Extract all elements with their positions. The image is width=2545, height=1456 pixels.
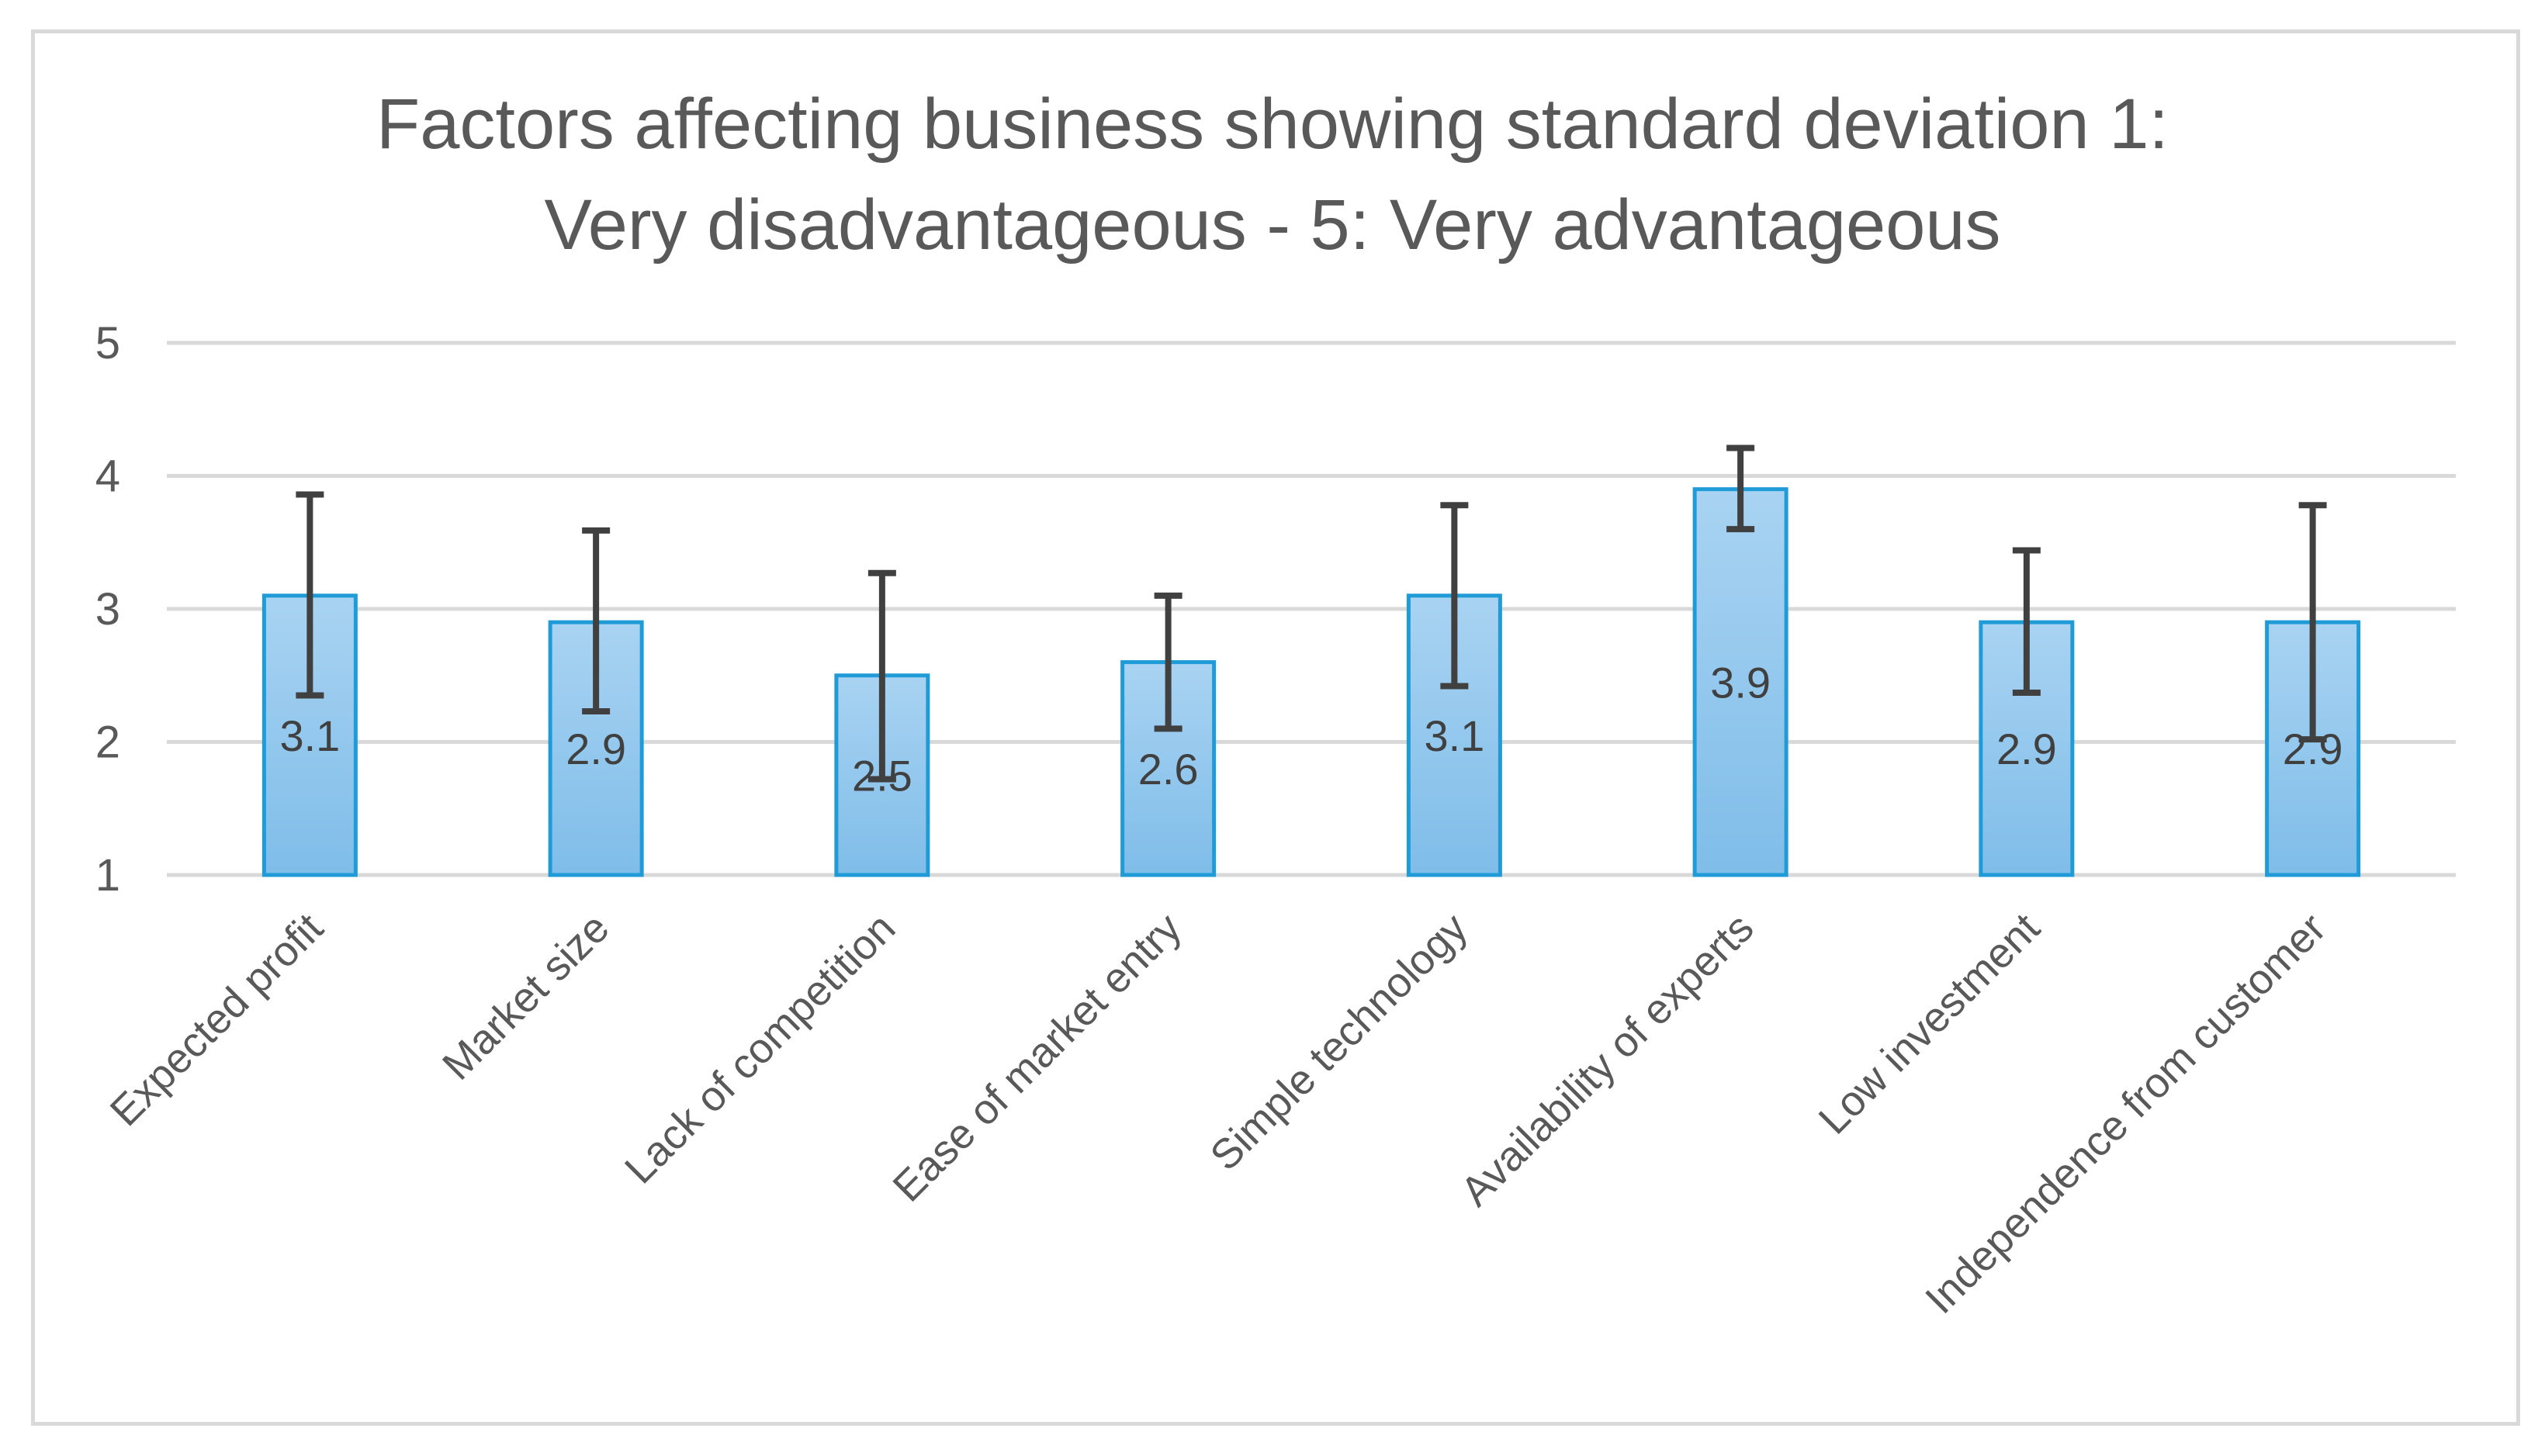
error-bar-5 [1440,502,1469,690]
error-bar-2 [582,527,611,715]
y-tick-label-5: 5 [95,318,120,368]
error-bar-1 [296,491,324,699]
data-label-6: 3.9 [1710,658,1771,707]
data-label-5: 3.1 [1424,711,1484,760]
error-bar-8 [2298,502,2327,743]
error-bars [296,444,2327,783]
category-label-5: Simple technology [1201,904,1476,1179]
y-tick-label-3: 3 [95,584,120,635]
data-label-4: 2.6 [1138,745,1199,794]
chart-title-line-1: Factors affecting business showing stand… [376,85,2169,164]
y-tick-label-1: 1 [95,850,120,901]
bars [261,487,2361,877]
error-bar-4 [1154,592,1182,732]
category-label-1: Expected profit [102,904,332,1135]
chart-title: Factors affecting business showing stand… [0,74,2545,275]
chart-area [31,29,2520,1426]
data-label-2: 2.9 [566,725,626,773]
category-label-3: Lack of competition [616,904,904,1192]
chart-title-line-2: Very disadvantageous - 5: Very advantage… [544,185,2001,265]
error-bar-7 [2012,547,2041,697]
error-bar-6 [1726,444,1755,533]
category-label-6: Availability of experts [1452,904,1762,1215]
y-tick-label-4: 4 [95,451,120,502]
y-tick-label-2: 2 [95,718,120,768]
category-label-7: Low investment [1810,904,2049,1143]
data-label-1: 3.1 [279,711,340,760]
category-label-2: Market size [434,904,618,1089]
y-axis-tick-labels: 1 2 3 4 5 [95,318,120,901]
category-label-4: Ease of market entry [884,904,1190,1211]
data-label-7: 2.9 [1996,725,2057,773]
gridlines [167,341,2456,877]
error-bar-3 [867,569,896,783]
data-labels: 3.12.92.52.63.13.92.92.9 [279,658,2342,800]
